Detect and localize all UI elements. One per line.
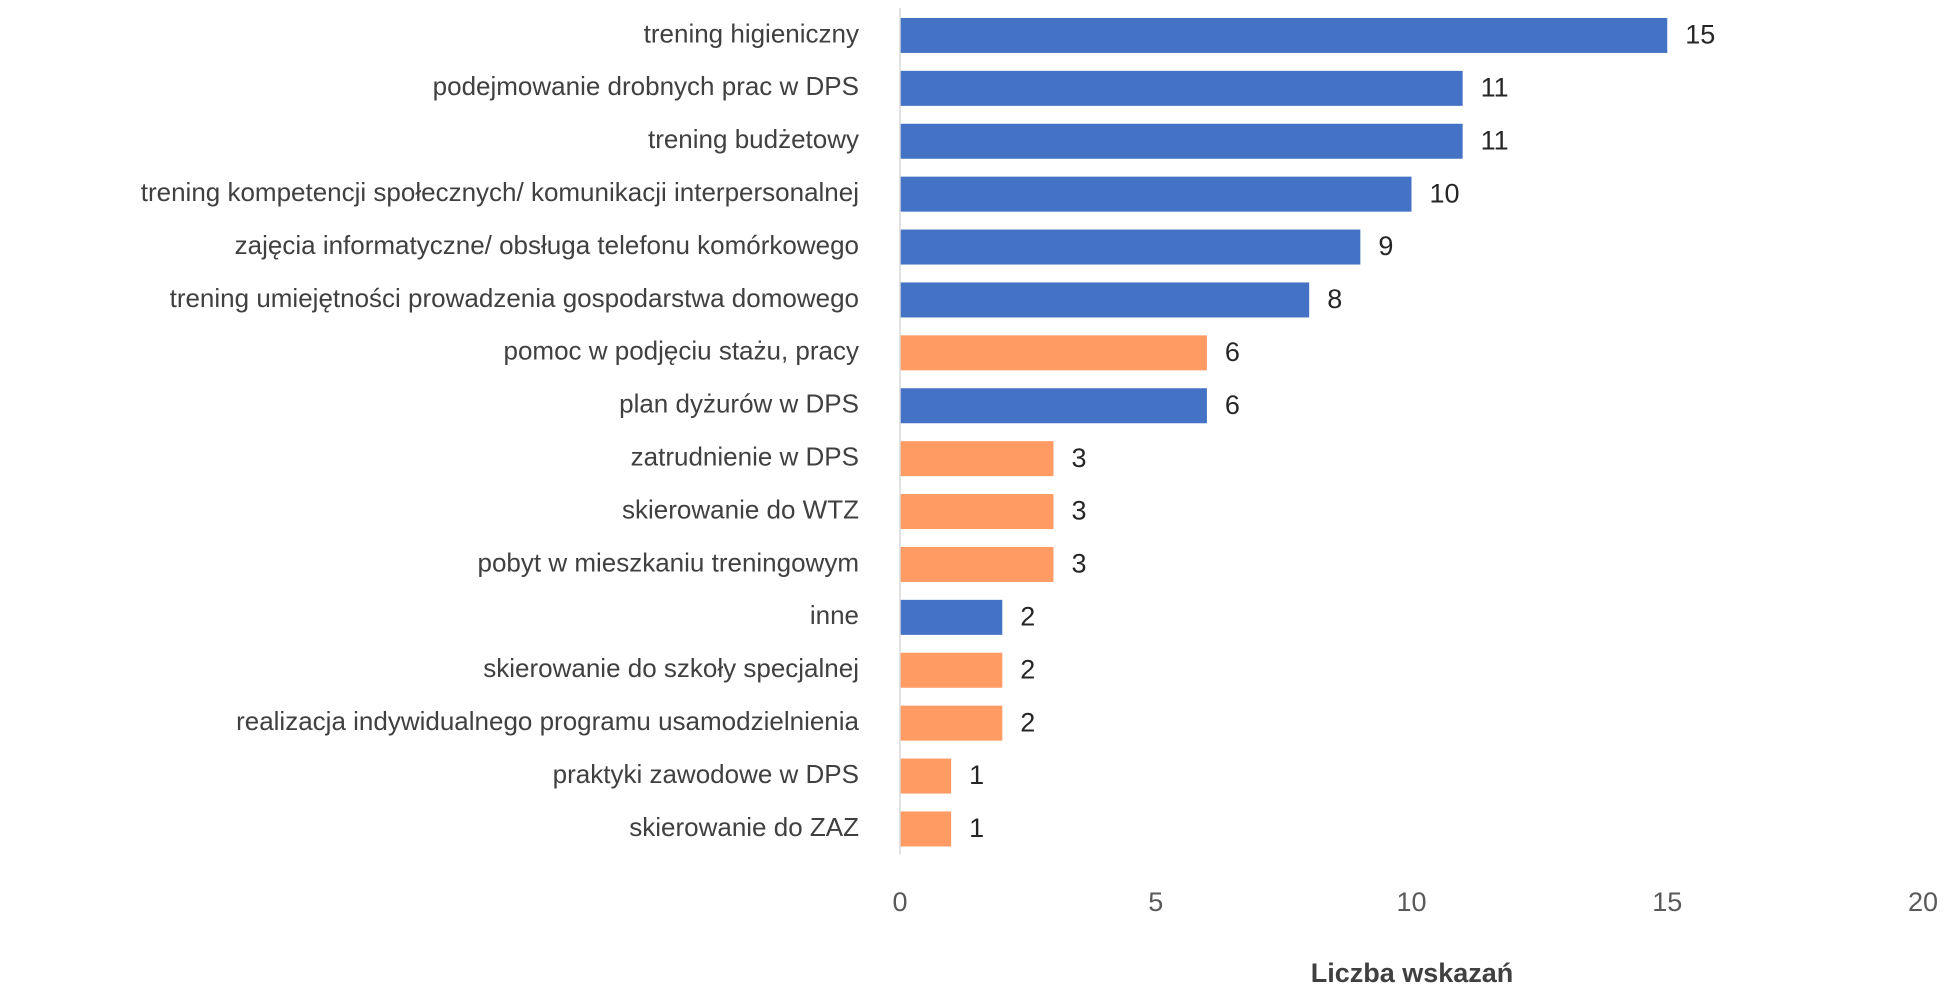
bar bbox=[900, 282, 1310, 318]
y-tick-label: trening budżetowy bbox=[648, 124, 859, 154]
value-label: 2 bbox=[1020, 707, 1035, 737]
value-label: 10 bbox=[1430, 178, 1460, 208]
y-tick-label: trening higieniczny bbox=[644, 18, 859, 48]
bar bbox=[900, 546, 1054, 582]
bar bbox=[900, 758, 952, 794]
y-tick-label: praktyki zawodowe w DPS bbox=[553, 759, 859, 789]
value-label: 1 bbox=[969, 760, 984, 790]
value-label: 15 bbox=[1685, 20, 1715, 50]
value-label: 11 bbox=[1481, 125, 1509, 155]
value-label: 3 bbox=[1071, 549, 1086, 579]
bar bbox=[900, 17, 1668, 53]
y-tick-label: skierowanie do szkoły specjalnej bbox=[483, 653, 859, 683]
y-tick-label: pomoc w podjęciu stażu, pracy bbox=[503, 336, 859, 366]
y-tick-label: podejmowanie drobnych prac w DPS bbox=[433, 71, 859, 101]
y-tick-label: trening kompetencji społecznych/ komunik… bbox=[141, 177, 859, 207]
y-tick-label: plan dyżurów w DPS bbox=[619, 389, 859, 419]
value-label: 2 bbox=[1020, 601, 1035, 631]
y-tick-label: trening umiejętności prowadzenia gospoda… bbox=[170, 283, 859, 313]
bar bbox=[900, 811, 952, 847]
bar bbox=[900, 176, 1412, 212]
value-label: 9 bbox=[1378, 231, 1393, 261]
value-label: 6 bbox=[1225, 390, 1240, 420]
bar bbox=[900, 652, 1003, 688]
y-tick-label: inne bbox=[810, 600, 859, 630]
x-tick-label: 0 bbox=[892, 887, 907, 917]
bar bbox=[900, 494, 1054, 530]
y-tick-label: skierowanie do WTZ bbox=[622, 494, 859, 524]
y-tick-label: zajęcia informatyczne/ obsługa telefonu … bbox=[235, 230, 859, 260]
x-tick-label: 15 bbox=[1652, 887, 1682, 917]
bar bbox=[900, 599, 1003, 635]
value-label: 2 bbox=[1020, 654, 1035, 684]
x-tick-label: 20 bbox=[1908, 887, 1938, 917]
y-tick-label: skierowanie do ZAZ bbox=[629, 812, 859, 842]
bar bbox=[900, 441, 1054, 477]
value-label: 3 bbox=[1071, 496, 1086, 526]
value-label: 8 bbox=[1327, 284, 1342, 314]
x-tick-label: 5 bbox=[1148, 887, 1163, 917]
x-tick-label: 10 bbox=[1396, 887, 1426, 917]
y-tick-label: realizacja indywidualnego programu usamo… bbox=[236, 706, 859, 736]
bar bbox=[900, 705, 1003, 741]
value-label: 3 bbox=[1071, 443, 1086, 473]
value-label: 6 bbox=[1225, 337, 1240, 367]
y-tick-label: zatrudnienie w DPS bbox=[631, 442, 859, 472]
bar bbox=[900, 70, 1463, 106]
bar bbox=[900, 388, 1207, 424]
value-label: 11 bbox=[1481, 72, 1509, 102]
bar bbox=[900, 123, 1463, 159]
y-tick-label: pobyt w mieszkaniu treningowym bbox=[478, 547, 860, 577]
x-axis-title: Liczba wskazań bbox=[1311, 958, 1514, 988]
value-label: 1 bbox=[969, 813, 984, 843]
bar bbox=[900, 229, 1361, 265]
bar bbox=[900, 335, 1207, 371]
